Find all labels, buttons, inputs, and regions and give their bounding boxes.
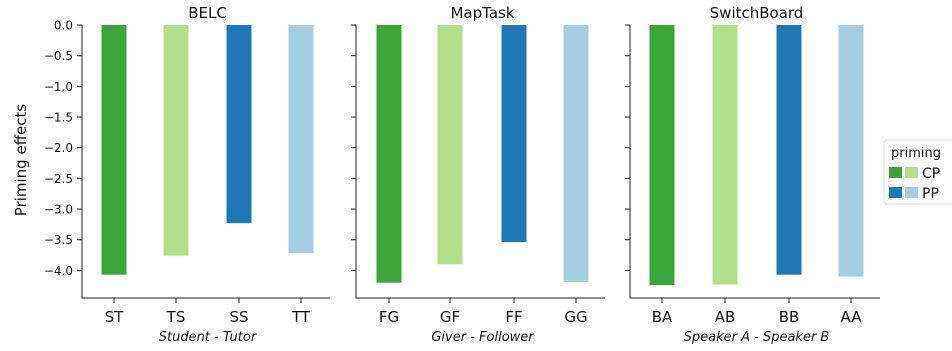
x-tick-label: BA [652, 308, 673, 326]
bar-ab [712, 25, 738, 285]
panel-title: MapTask [450, 4, 514, 22]
bar-ss [226, 25, 252, 224]
x-tick-label: BB [779, 308, 800, 326]
x-tick-label: ST [105, 308, 125, 326]
x-tick-label: GF [440, 308, 460, 326]
legend-swatch-light-cp [905, 167, 918, 178]
y-tick-label: −0.5 [44, 49, 73, 63]
bar-st [101, 25, 127, 275]
y-tick-label: −3.5 [44, 233, 73, 247]
y-tick-label: −1.0 [44, 80, 73, 94]
legend-swatch-dark-pp [889, 187, 902, 198]
panel-switchboard: SwitchBoard BA AB BB AA Speaker A - Speaker B [625, 4, 880, 345]
y-tick-label: −3.0 [44, 203, 73, 217]
panel-title: SwitchBoard [710, 4, 804, 22]
panel-title: BELC [188, 4, 227, 22]
bar-fg [376, 25, 402, 283]
bar-ba [649, 25, 675, 286]
y-axis-label: Priming effects [12, 104, 30, 217]
x-axis-label: Speaker A - Speaker B [684, 330, 830, 345]
bar-bb [776, 25, 802, 275]
bar-tt [288, 25, 314, 254]
bar-ts [163, 25, 189, 256]
legend-label-cp: CP [922, 166, 940, 182]
x-tick-label: AB [715, 308, 736, 326]
x-axis-label: Giver - Follower [431, 330, 535, 345]
chart-panels: BELC 0.0 −0.5 −1.0 −1.5 −2.0 −2.5 −3.0 −3.5 −4.0 S… [44, 4, 880, 345]
x-axis-label: Student - Tutor [159, 330, 258, 345]
x-tick-label: TT [291, 308, 311, 326]
bar-gf [437, 25, 463, 265]
legend: priming CP PP [883, 139, 952, 205]
legend-title: priming [891, 146, 941, 161]
legend-swatch-dark-cp [889, 167, 902, 178]
y-tick-label: −4.0 [44, 264, 73, 278]
panel-maptask: MapTask FG GF FF GG Giver - Follower [351, 4, 605, 345]
bar-aa [838, 25, 864, 277]
y-tick-label: 0.0 [54, 19, 73, 33]
bar-gg [563, 25, 589, 283]
panel-belc: BELC 0.0 −0.5 −1.0 −1.5 −2.0 −2.5 −3.0 −3.5 −4.0 S… [44, 4, 330, 345]
x-tick-label: FF [505, 308, 522, 326]
y-tick-label: −2.5 [44, 172, 73, 186]
x-tick-label: GG [564, 308, 587, 326]
legend-swatch-light-pp [905, 187, 918, 198]
bar-ff [501, 25, 527, 243]
x-tick-label: FG [379, 308, 399, 326]
x-tick-label: AA [841, 308, 863, 326]
y-tick-label: −2.0 [44, 141, 73, 155]
legend-label-pp: PP [922, 186, 939, 202]
x-tick-label: TS [166, 308, 186, 326]
x-tick-label: SS [229, 308, 248, 326]
y-tick-label: −1.5 [44, 111, 73, 125]
